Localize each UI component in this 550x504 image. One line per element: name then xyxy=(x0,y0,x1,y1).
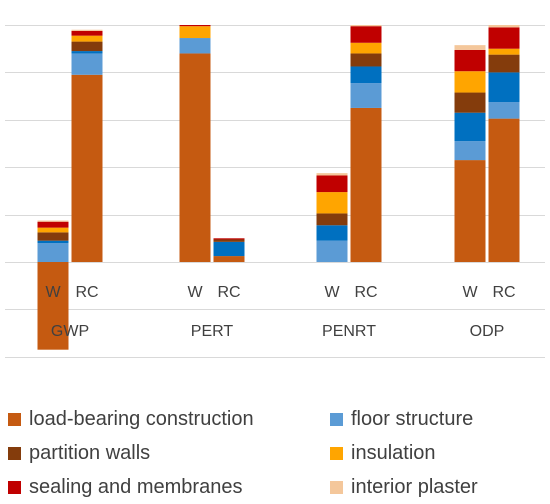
bar-segment xyxy=(488,54,520,73)
legend-label: insulation xyxy=(351,441,436,464)
bar-segment xyxy=(37,221,69,228)
legend-swatch xyxy=(330,412,343,426)
bar-label: W xyxy=(187,284,203,301)
bar-segment xyxy=(488,118,520,263)
bar-segment xyxy=(179,26,211,39)
bar-segment xyxy=(71,30,103,36)
legend-item-insulation: insulation xyxy=(330,442,540,465)
bar-segment xyxy=(350,53,382,67)
legend-row: sealing and membranes interior plaster xyxy=(8,470,548,504)
legend-label: interior plaster xyxy=(351,475,478,498)
bar-segment xyxy=(179,25,211,27)
legend-item-partition-walls: partition walls xyxy=(8,442,330,465)
bar-segment xyxy=(454,45,486,50)
bar-segment xyxy=(179,38,211,54)
bar-segment xyxy=(350,26,382,43)
group-label: PERT xyxy=(191,323,234,340)
bar-segment xyxy=(488,25,520,28)
bar-segment xyxy=(37,240,69,244)
bar-segment xyxy=(454,71,486,93)
bar-segment xyxy=(213,241,245,257)
bar-segment xyxy=(71,35,103,42)
bar-segment xyxy=(316,175,348,193)
bar-segment xyxy=(71,51,103,54)
bar-segment xyxy=(454,141,486,161)
bar-segment xyxy=(454,49,486,72)
bar-segment xyxy=(316,213,348,226)
bar-segment xyxy=(37,227,69,233)
bar-segment xyxy=(71,53,103,75)
bar-segment xyxy=(350,66,382,84)
bar-segment xyxy=(316,240,348,262)
bar-label: RC xyxy=(217,284,240,301)
bar-segment xyxy=(488,48,520,55)
legend-swatch xyxy=(8,480,21,494)
legend-row: load-bearing construction floor structur… xyxy=(8,402,548,436)
bar-segment xyxy=(316,173,348,176)
legend-item-load-bearing-construction: load-bearing construction xyxy=(8,408,330,431)
legend-label: sealing and membranes xyxy=(29,475,243,498)
bar-segment xyxy=(350,107,382,262)
bar-label: RC xyxy=(354,284,377,301)
bar-segment xyxy=(350,25,382,27)
bar-segment xyxy=(71,29,103,31)
bar-label: W xyxy=(45,284,61,301)
bar-segment xyxy=(37,243,69,262)
stacked-bar-chart: W RC GWP W RC PERT W RC PENRT W RC ODP xyxy=(5,25,545,358)
legend-label: load-bearing construction xyxy=(29,407,254,430)
bar-segment xyxy=(488,72,520,103)
bar-segment xyxy=(37,220,69,222)
bar-segment xyxy=(488,27,520,49)
bar-segment xyxy=(213,256,245,262)
legend-item-sealing-and-membranes: sealing and membranes xyxy=(8,476,330,499)
bar-segment xyxy=(179,53,211,262)
legend-swatch xyxy=(8,412,21,426)
bar-segment xyxy=(454,112,486,142)
bar-segment xyxy=(350,42,382,54)
legend-label: floor structure xyxy=(351,407,474,430)
bar-label: RC xyxy=(492,284,515,301)
legend-row: partition walls insulation xyxy=(8,436,548,470)
legend-item-floor-structure: floor structure xyxy=(330,408,540,431)
bar-segment xyxy=(37,262,69,350)
bar-label: RC xyxy=(75,284,98,301)
bar-segment xyxy=(213,239,245,242)
bar-segment xyxy=(71,74,103,263)
legend-swatch xyxy=(8,446,21,460)
bar-segment xyxy=(454,92,486,113)
group-label: PENRT xyxy=(322,323,376,340)
legend-swatch xyxy=(330,446,343,460)
group-label: ODP xyxy=(470,323,505,340)
legend: load-bearing construction floor structur… xyxy=(8,402,548,504)
group-label: GWP xyxy=(51,323,89,340)
bar-segment xyxy=(316,225,348,241)
bar-segment xyxy=(316,192,348,214)
bar-segment xyxy=(213,238,245,240)
bar-segment xyxy=(37,232,69,241)
bar-label: W xyxy=(324,284,340,301)
bar-segment xyxy=(350,83,382,108)
legend-swatch xyxy=(330,480,343,494)
bar-segment xyxy=(71,41,103,52)
bar-segment xyxy=(454,160,486,262)
bar-segment xyxy=(488,102,520,119)
legend-item-interior-plaster: interior plaster xyxy=(330,476,540,499)
legend-label: partition walls xyxy=(29,441,151,464)
bar-label: W xyxy=(462,284,478,301)
